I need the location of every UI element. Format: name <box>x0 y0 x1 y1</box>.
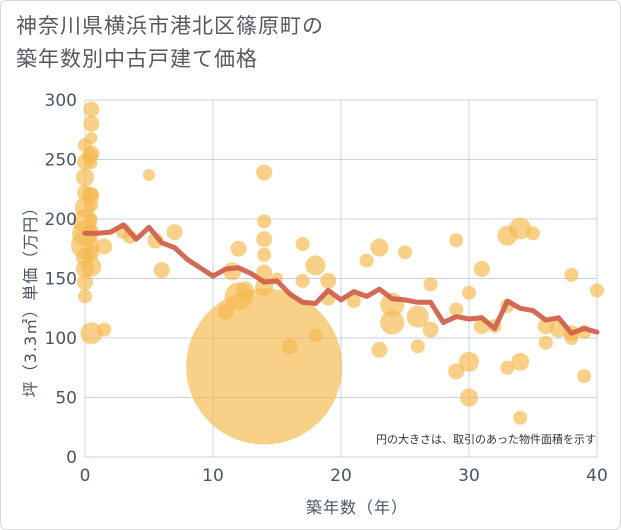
data-bubble <box>78 289 92 304</box>
data-bubble <box>526 226 540 241</box>
data-bubble <box>257 247 272 262</box>
data-bubble <box>577 369 592 384</box>
y-tick-label: 50 <box>55 389 77 409</box>
x-tick-label: 20 <box>330 466 352 486</box>
data-bubble <box>80 322 103 345</box>
data-bubble <box>380 310 405 335</box>
data-bubble <box>153 262 170 279</box>
data-bubble <box>564 267 579 282</box>
data-bubble <box>295 236 310 251</box>
y-tick-label: 300 <box>45 91 77 111</box>
data-bubble <box>511 352 530 371</box>
x-tick-labels: 0 10 20 30 40 <box>80 466 608 486</box>
data-bubble <box>76 168 94 187</box>
data-bubble <box>422 321 439 338</box>
data-bubble <box>449 233 464 248</box>
data-bubble <box>96 238 113 255</box>
data-bubble <box>513 410 528 425</box>
y-tick-label: 200 <box>45 210 77 230</box>
data-bubble <box>459 351 479 372</box>
data-bubble <box>83 101 100 118</box>
average-price-line <box>82 222 600 336</box>
data-bubble <box>423 277 438 292</box>
data-bubble <box>85 132 98 145</box>
y-axis-title: 坪（3.3㎡）単価（万円） <box>21 199 40 397</box>
data-bubble <box>295 273 310 288</box>
y-tick-label: 150 <box>45 270 77 290</box>
data-bubble <box>370 238 389 257</box>
y-tick-label: 250 <box>45 151 77 171</box>
bubble-size-note: 円の大きさは、取引のあった物件面積を示す <box>376 432 596 446</box>
data-bubble <box>77 274 93 291</box>
data-bubble <box>85 213 98 225</box>
data-bubble <box>84 197 99 212</box>
data-bubble <box>305 255 326 276</box>
data-bubble <box>186 288 343 445</box>
data-bubble <box>537 318 554 335</box>
x-tick-label: 0 <box>80 466 91 486</box>
trend-line-layer <box>82 222 600 336</box>
y-tick-label: 0 <box>66 448 77 468</box>
data-bubble <box>166 224 183 241</box>
chart-title: 神奈川県横浜市港北区篠原町の 築年数別中古戸建て価格 <box>16 10 324 76</box>
data-bubble <box>406 305 429 328</box>
data-bubble <box>473 260 490 277</box>
data-bubble <box>398 245 412 260</box>
data-bubble <box>460 388 478 407</box>
data-bubble <box>410 339 425 354</box>
y-tick-labels: 0 50 100 150 200 250 300 <box>45 91 77 468</box>
data-bubble <box>83 115 100 132</box>
data-bubble <box>359 253 374 268</box>
x-tick-label: 10 <box>202 466 224 486</box>
data-bubble <box>236 281 254 300</box>
data-bubble <box>85 157 98 170</box>
data-bubble <box>76 259 94 278</box>
x-axis-title: 築年数（年） <box>306 498 408 517</box>
data-bubble <box>281 338 298 355</box>
data-bubble <box>590 283 604 298</box>
data-bubble <box>371 341 388 358</box>
x-tick-label: 40 <box>586 466 608 486</box>
data-bubble <box>83 244 100 261</box>
data-bubble <box>497 225 518 246</box>
data-bubble <box>217 303 234 320</box>
data-bubble <box>256 164 273 181</box>
data-bubble <box>462 285 476 300</box>
data-bubble <box>320 272 337 289</box>
data-bubble <box>308 328 323 343</box>
data-bubble <box>538 335 553 350</box>
data-bubble <box>97 322 112 337</box>
y-tick-label: 100 <box>45 329 77 349</box>
data-bubble <box>256 231 273 248</box>
chart-title-line-2: 築年数別中古戸建て価格 <box>16 47 258 71</box>
chart-title-line-1: 神奈川県横浜市港北区篠原町の <box>16 14 324 38</box>
data-bubble <box>143 168 155 181</box>
data-bubble <box>230 240 247 257</box>
data-bubble <box>346 294 361 309</box>
data-bubble <box>448 363 465 380</box>
data-bubble <box>257 214 272 229</box>
x-tick-label: 30 <box>458 466 480 486</box>
data-bubble <box>449 302 464 317</box>
data-bubble <box>500 360 515 375</box>
